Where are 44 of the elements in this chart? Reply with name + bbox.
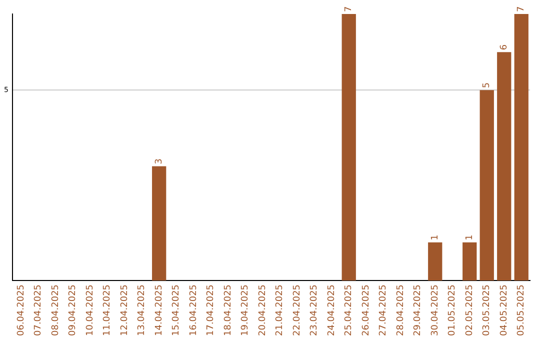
x-tick-label: 09.04.2025	[68, 284, 78, 336]
data-label: 6	[499, 44, 510, 50]
x-tick-label: 29.04.2025	[413, 284, 424, 336]
x-tick-label: 11.04.2025	[102, 284, 113, 336]
x-tick-label: 17.04.2025	[206, 284, 216, 336]
data-label: 1	[464, 234, 475, 240]
x-tick-label: 05.05.2025	[516, 284, 527, 336]
data-label: 1	[430, 234, 440, 240]
x-tick-label: 06.04.2025	[16, 284, 26, 336]
x-tick-label: 21.04.2025	[275, 284, 286, 336]
x-tick-label: 16.04.2025	[188, 284, 199, 336]
x-tick-label: 10.04.2025	[85, 284, 96, 336]
x-tick-label: 08.04.2025	[50, 284, 61, 336]
bar	[497, 52, 512, 280]
x-tick-label: 30.04.2025	[430, 284, 440, 336]
x-tick-label: 13.04.2025	[137, 284, 148, 336]
x-tick-label: 26.04.2025	[361, 284, 372, 336]
bar	[152, 166, 166, 280]
bar	[514, 14, 528, 280]
data-label: 7	[344, 6, 354, 12]
x-tick-label: 01.05.2025	[448, 284, 458, 336]
x-tick-label: 19.04.2025	[240, 284, 251, 336]
x-tick-label: 20.04.2025	[258, 284, 268, 336]
x-tick-label: 07.04.2025	[34, 284, 44, 336]
bar	[480, 90, 494, 280]
x-tick-label: 15.04.2025	[172, 284, 182, 336]
x-tick-label: 04.05.2025	[499, 284, 510, 336]
bar	[428, 242, 442, 280]
x-tick-label: 12.04.2025	[120, 284, 130, 336]
bar	[462, 242, 477, 280]
x-tick-label: 14.04.2025	[154, 284, 164, 336]
x-tick-label: 27.04.2025	[378, 284, 389, 336]
data-label: 7	[516, 6, 527, 12]
x-tick-label: 03.05.2025	[482, 284, 492, 336]
x-tick-label: 23.04.2025	[310, 284, 320, 336]
x-tick-label: 25.04.2025	[344, 284, 354, 336]
x-tick-label: 18.04.2025	[223, 284, 234, 336]
x-tick-label: 28.04.2025	[396, 284, 406, 336]
data-label: 3	[154, 158, 164, 164]
x-tick-label: 24.04.2025	[326, 284, 337, 336]
bar	[342, 14, 356, 280]
x-tick-label: 22.04.2025	[292, 284, 302, 336]
x-tick-label: 02.05.2025	[464, 284, 475, 336]
data-label: 5	[482, 82, 492, 88]
